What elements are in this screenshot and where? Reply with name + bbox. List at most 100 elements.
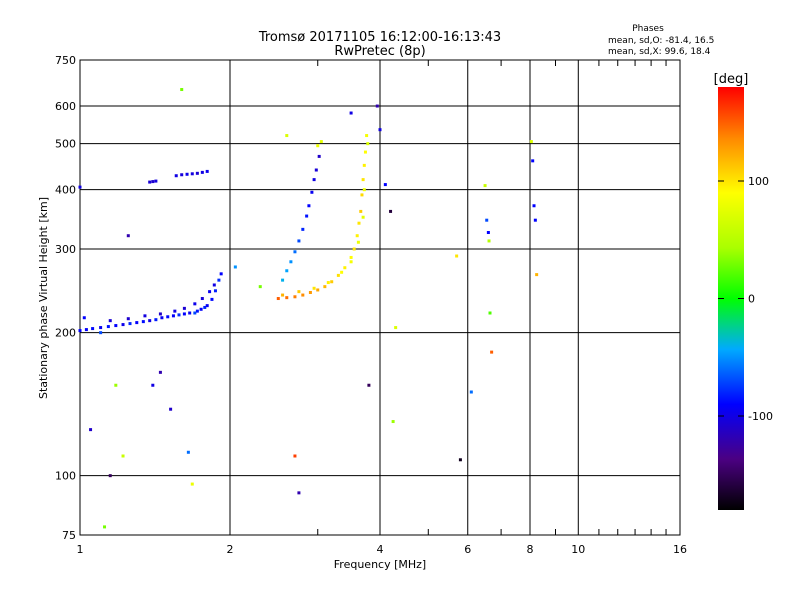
- data-point: [355, 234, 359, 238]
- data-point: [135, 321, 139, 325]
- chart-title: Tromsø 20171105 16:12:00-16:13:43: [258, 30, 501, 45]
- data-point: [297, 290, 301, 294]
- data-point: [531, 159, 535, 163]
- data-point: [391, 420, 395, 424]
- data-point: [383, 183, 387, 187]
- data-point: [174, 174, 178, 178]
- x-tick-label: 2: [227, 543, 234, 556]
- data-point: [529, 140, 533, 144]
- data-point: [143, 314, 147, 318]
- data-point: [363, 150, 367, 154]
- data-point: [349, 260, 353, 264]
- x-tick-label: 4: [377, 543, 384, 556]
- data-point: [121, 454, 125, 458]
- data-point: [258, 285, 262, 289]
- data-point: [108, 474, 112, 478]
- data-point: [310, 190, 314, 194]
- data-point: [158, 370, 162, 374]
- data-point: [200, 170, 204, 174]
- data-point: [312, 286, 316, 290]
- colorbar-label: [deg]: [714, 72, 749, 87]
- data-point: [362, 188, 366, 192]
- data-point: [281, 278, 285, 282]
- data-point: [199, 307, 203, 311]
- data-point: [126, 317, 130, 321]
- data-point: [233, 265, 237, 269]
- data-point: [301, 293, 305, 297]
- data-point: [195, 309, 199, 313]
- data-point: [366, 142, 370, 146]
- data-point: [483, 184, 487, 188]
- data-point: [535, 273, 539, 277]
- y-tick-label: 500: [55, 138, 76, 151]
- data-point: [455, 254, 459, 258]
- data-point: [210, 297, 214, 301]
- data-point: [193, 302, 197, 306]
- data-point: [532, 204, 536, 208]
- data-point: [188, 311, 192, 315]
- data-point: [285, 134, 289, 138]
- x-tick-label: 16: [673, 543, 687, 556]
- data-point: [180, 88, 184, 92]
- data-point: [276, 297, 280, 301]
- data-point: [154, 179, 158, 183]
- data-point: [193, 311, 197, 315]
- data-point: [186, 450, 190, 454]
- phase-info-o: mean, sd,O: -81.4, 16.5: [608, 36, 714, 46]
- data-point: [352, 247, 356, 251]
- data-point: [533, 218, 537, 222]
- data-point: [308, 290, 312, 294]
- data-point: [166, 315, 170, 319]
- data-point: [99, 326, 103, 330]
- data-point: [301, 227, 305, 231]
- x-tick-label: 10: [571, 543, 585, 556]
- data-point: [82, 316, 86, 320]
- colorbar-tick-label: -100: [748, 410, 773, 423]
- data-point: [362, 163, 366, 167]
- data-point: [394, 326, 398, 330]
- data-point: [114, 324, 118, 328]
- data-point: [458, 458, 462, 462]
- data-point: [103, 525, 107, 529]
- data-point: [485, 218, 489, 222]
- data-point: [128, 322, 132, 326]
- x-tick-label: 1: [77, 543, 84, 556]
- data-point: [182, 306, 186, 310]
- data-point: [367, 383, 371, 387]
- data-point: [323, 285, 327, 289]
- data-point: [190, 172, 194, 176]
- data-point: [151, 383, 155, 387]
- data-point: [488, 311, 492, 315]
- data-point: [289, 260, 293, 264]
- data-point: [154, 318, 158, 322]
- data-point: [91, 327, 95, 331]
- data-point: [293, 250, 297, 254]
- data-point: [177, 313, 181, 317]
- data-point: [357, 221, 361, 225]
- data-point: [297, 239, 301, 243]
- data-point: [375, 104, 379, 108]
- y-tick-label: 300: [55, 243, 76, 256]
- data-point: [169, 407, 173, 411]
- data-point: [316, 288, 320, 292]
- data-point: [330, 280, 334, 284]
- data-point: [99, 331, 103, 335]
- data-point: [319, 140, 323, 144]
- data-point: [356, 240, 360, 244]
- data-point: [173, 309, 177, 313]
- data-point: [469, 390, 473, 394]
- data-point: [486, 231, 490, 235]
- y-tick-label: 400: [55, 184, 76, 197]
- data-point: [487, 239, 491, 243]
- x-axis-ticks: 1 2 4 6 8 10 16: [77, 60, 687, 556]
- data-point: [203, 305, 207, 309]
- y-tick-label: 200: [55, 327, 76, 340]
- data-point: [317, 154, 321, 158]
- colorbar-tick-label: 100: [748, 175, 769, 188]
- data-point: [343, 266, 347, 270]
- data-point: [190, 482, 194, 486]
- data-point: [78, 185, 82, 189]
- data-point: [326, 281, 330, 285]
- data-point: [316, 144, 320, 148]
